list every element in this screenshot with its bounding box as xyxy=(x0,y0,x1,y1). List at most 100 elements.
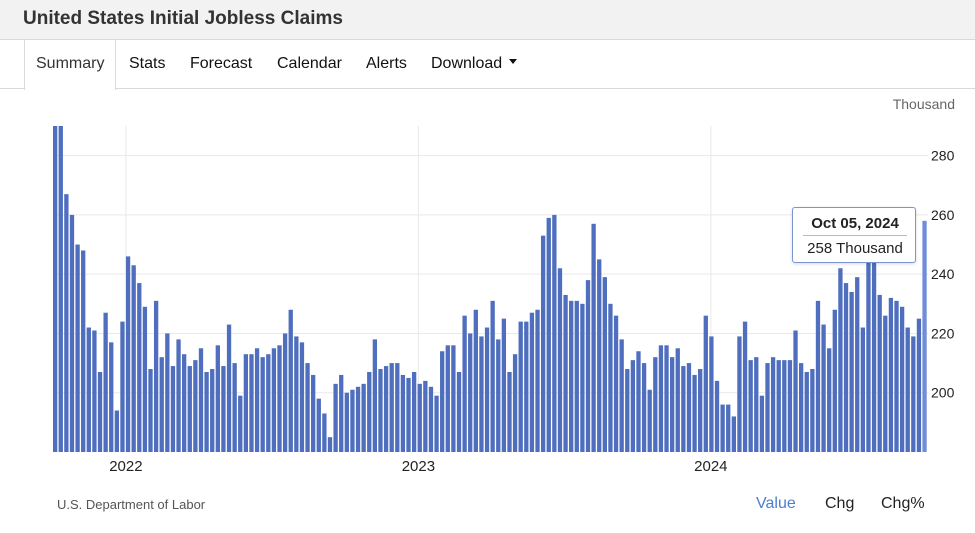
bar[interactable] xyxy=(782,360,787,452)
bar[interactable] xyxy=(793,330,798,452)
bar[interactable] xyxy=(288,309,293,452)
bar[interactable] xyxy=(462,315,467,452)
bar[interactable] xyxy=(888,297,894,452)
bar[interactable] xyxy=(165,333,170,452)
bar[interactable] xyxy=(540,235,546,452)
bar[interactable] xyxy=(899,306,905,452)
bar[interactable] xyxy=(535,309,540,452)
bar[interactable] xyxy=(215,345,220,452)
bar[interactable] xyxy=(496,339,501,452)
bar[interactable] xyxy=(411,371,417,452)
bar[interactable] xyxy=(625,369,630,452)
bar[interactable] xyxy=(193,360,198,452)
bar[interactable] xyxy=(866,262,871,452)
bar[interactable] xyxy=(333,383,338,452)
bar[interactable] xyxy=(883,315,888,452)
bar[interactable] xyxy=(170,366,176,452)
bar[interactable] xyxy=(294,336,299,452)
bar[interactable] xyxy=(838,268,843,452)
bar[interactable] xyxy=(479,336,484,452)
bar[interactable] xyxy=(731,416,736,452)
bar[interactable] xyxy=(86,327,91,452)
bar[interactable] xyxy=(647,389,652,452)
bar[interactable] xyxy=(894,300,899,452)
bar[interactable] xyxy=(911,336,916,452)
bar[interactable] xyxy=(210,369,215,452)
bar[interactable] xyxy=(860,327,865,452)
bar[interactable] xyxy=(563,294,568,452)
bar[interactable] xyxy=(53,126,58,452)
bar[interactable] xyxy=(232,363,237,452)
bar[interactable] xyxy=(726,404,731,452)
bar[interactable] xyxy=(664,345,669,452)
bar[interactable] xyxy=(148,369,153,452)
tab-forecast[interactable]: Forecast xyxy=(190,40,252,89)
bar[interactable] xyxy=(653,357,658,452)
bar[interactable] xyxy=(742,321,748,452)
bar[interactable] xyxy=(182,354,187,452)
bar[interactable] xyxy=(759,395,765,452)
bar[interactable] xyxy=(440,351,445,452)
bar[interactable] xyxy=(827,348,832,452)
bar[interactable] xyxy=(389,363,394,452)
bar[interactable] xyxy=(843,283,849,452)
bar[interactable] xyxy=(97,371,103,452)
bar[interactable] xyxy=(103,312,108,452)
bar[interactable] xyxy=(585,280,591,452)
bar[interactable] xyxy=(282,333,288,452)
bar[interactable] xyxy=(81,250,86,452)
bar[interactable] xyxy=(855,277,860,452)
bar[interactable] xyxy=(507,371,512,452)
bar[interactable] xyxy=(277,345,282,452)
bar[interactable] xyxy=(574,300,579,452)
bar[interactable] xyxy=(580,303,585,452)
bar[interactable] xyxy=(798,363,804,452)
bar[interactable] xyxy=(406,377,411,452)
bar[interactable] xyxy=(787,360,793,452)
bar[interactable] xyxy=(905,327,910,452)
bar[interactable] xyxy=(512,354,518,452)
bar[interactable] xyxy=(64,194,69,452)
bar[interactable] xyxy=(597,259,602,452)
bar[interactable] xyxy=(737,336,742,452)
bar[interactable] xyxy=(619,339,624,452)
bar[interactable] xyxy=(400,374,406,452)
chg-toggle[interactable]: Chg xyxy=(825,495,855,512)
bar[interactable] xyxy=(355,386,361,452)
bar[interactable] xyxy=(339,374,344,452)
bar[interactable] xyxy=(159,357,164,452)
bar[interactable] xyxy=(849,291,854,452)
bar[interactable] xyxy=(176,339,181,452)
bar[interactable] xyxy=(187,366,192,452)
bar[interactable] xyxy=(765,363,770,452)
bar[interactable] xyxy=(810,369,815,452)
bar[interactable] xyxy=(608,303,613,452)
bar[interactable] xyxy=(423,380,428,452)
bar[interactable] xyxy=(137,283,142,452)
bar[interactable] xyxy=(372,339,378,452)
bar[interactable] xyxy=(114,410,120,452)
tab-stats[interactable]: Stats xyxy=(129,40,165,89)
bar[interactable] xyxy=(613,315,619,452)
bar[interactable] xyxy=(804,371,809,452)
bar[interactable] xyxy=(434,395,439,452)
bar[interactable] xyxy=(698,369,703,452)
bar[interactable] xyxy=(669,357,675,452)
bar[interactable] xyxy=(529,312,535,452)
bar[interactable] xyxy=(720,404,725,452)
bar[interactable] xyxy=(692,374,697,452)
bar[interactable] xyxy=(468,333,473,452)
bar[interactable] xyxy=(243,354,249,452)
bar-highlighted[interactable] xyxy=(922,220,927,452)
bar[interactable] xyxy=(378,369,383,452)
bar[interactable] xyxy=(658,345,664,452)
bar[interactable] xyxy=(451,345,456,452)
bar[interactable] xyxy=(120,321,125,452)
bar[interactable] xyxy=(473,309,478,452)
bar[interactable] xyxy=(490,300,495,452)
bar[interactable] xyxy=(518,321,523,452)
tab-summary[interactable]: Summary xyxy=(24,40,117,90)
chg-percent-toggle[interactable]: Chg% xyxy=(881,495,925,512)
bar[interactable] xyxy=(681,366,686,452)
bar[interactable] xyxy=(395,363,400,452)
